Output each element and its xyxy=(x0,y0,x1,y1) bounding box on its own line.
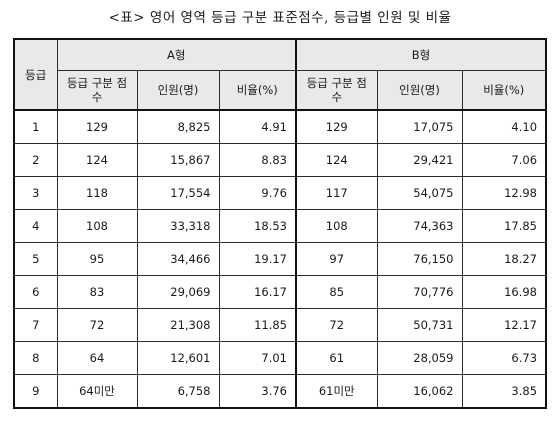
a-count-cell: 6,758 xyxy=(136,374,220,409)
a-ratio-cell: 7.01 xyxy=(218,341,297,375)
a-count-cell: 15,867 xyxy=(136,143,220,177)
a-count-cell: 17,554 xyxy=(136,176,220,210)
b-ratio-cell: 7.06 xyxy=(461,143,547,177)
a-count-cell: 8,825 xyxy=(136,109,220,144)
table-row: 6 83 29,069 16.17 85 70,776 16.98 xyxy=(13,275,547,309)
grade-cell: 1 xyxy=(13,109,58,144)
b-ratio-cell: 3.85 xyxy=(461,374,547,409)
header-a-score: 등급 구분 점수 xyxy=(56,70,138,111)
grade-table: 등급 A형 B형 등급 구분 점수 인원(명) 비율(%) 등급 구분 점수 인… xyxy=(13,38,548,409)
a-score-cell: 72 xyxy=(56,308,138,342)
header-b-score: 등급 구분 점수 xyxy=(295,70,378,111)
b-ratio-cell: 6.73 xyxy=(461,341,547,375)
b-count-cell: 29,421 xyxy=(376,143,463,177)
header-b-ratio: 비율(%) xyxy=(461,70,547,111)
b-count-cell: 70,776 xyxy=(376,275,463,309)
a-ratio-cell: 3.76 xyxy=(218,374,297,409)
header-grade: 등급 xyxy=(13,38,58,111)
a-score-cell: 83 xyxy=(56,275,138,309)
b-score-cell: 117 xyxy=(295,176,378,210)
a-ratio-cell: 19.17 xyxy=(218,242,297,276)
a-count-cell: 34,466 xyxy=(136,242,220,276)
a-ratio-cell: 16.17 xyxy=(218,275,297,309)
a-score-cell: 64미만 xyxy=(56,374,138,409)
table-row: 8 64 12,601 7.01 61 28,059 6.73 xyxy=(13,341,547,375)
table-title: <표> 영어 영역 등급 구분 표준점수, 등급별 인원 및 비율 xyxy=(108,10,452,26)
header-type-b: B형 xyxy=(294,38,547,71)
table-row: 1 129 8,825 4.91 129 17,075 4.10 xyxy=(13,109,547,144)
b-score-cell: 97 xyxy=(295,242,378,276)
grade-cell: 8 xyxy=(13,341,58,375)
b-count-cell: 74,363 xyxy=(376,209,463,243)
table-row: 4 108 33,318 18.53 108 74,363 17.85 xyxy=(13,209,547,243)
b-count-cell: 28,059 xyxy=(376,341,463,375)
header-type-a: A형 xyxy=(56,38,297,71)
a-ratio-cell: 8.83 xyxy=(218,143,297,177)
header-b-count: 인원(명) xyxy=(376,70,463,111)
header-a-count: 인원(명) xyxy=(136,70,220,111)
b-count-cell: 17,075 xyxy=(376,109,463,144)
table-row: 2 124 15,867 8.83 124 29,421 7.06 xyxy=(13,143,547,177)
b-score-cell: 85 xyxy=(295,275,378,309)
a-ratio-cell: 18.53 xyxy=(218,209,297,243)
grade-cell: 7 xyxy=(13,308,58,342)
grade-cell: 5 xyxy=(13,242,58,276)
table-row: 7 72 21,308 11.85 72 50,731 12.17 xyxy=(13,308,547,342)
a-count-cell: 12,601 xyxy=(136,341,220,375)
header-a-ratio: 비율(%) xyxy=(218,70,297,111)
a-count-cell: 33,318 xyxy=(136,209,220,243)
grade-cell: 9 xyxy=(13,374,58,409)
a-score-cell: 129 xyxy=(56,109,138,144)
b-count-cell: 54,075 xyxy=(376,176,463,210)
grade-cell: 6 xyxy=(13,275,58,309)
a-score-cell: 108 xyxy=(56,209,138,243)
b-score-cell: 129 xyxy=(295,109,378,144)
table-row: 5 95 34,466 19.17 97 76,150 18.27 xyxy=(13,242,547,276)
a-ratio-cell: 4.91 xyxy=(218,109,297,144)
b-count-cell: 50,731 xyxy=(376,308,463,342)
b-ratio-cell: 17.85 xyxy=(461,209,547,243)
b-ratio-cell: 12.17 xyxy=(461,308,547,342)
b-score-cell: 61 xyxy=(295,341,378,375)
table-row: 9 64미만 6,758 3.76 61미만 16,062 3.85 xyxy=(13,374,547,409)
a-ratio-cell: 11.85 xyxy=(218,308,297,342)
b-ratio-cell: 18.27 xyxy=(461,242,547,276)
table-row: 3 118 17,554 9.76 117 54,075 12.98 xyxy=(13,176,547,210)
table-header: 등급 A형 B형 등급 구분 점수 인원(명) 비율(%) 등급 구분 점수 인… xyxy=(13,38,547,111)
a-score-cell: 124 xyxy=(56,143,138,177)
a-score-cell: 118 xyxy=(56,176,138,210)
b-ratio-cell: 12.98 xyxy=(461,176,547,210)
a-ratio-cell: 9.76 xyxy=(218,176,297,210)
b-score-cell: 61미만 xyxy=(295,374,378,409)
a-score-cell: 64 xyxy=(56,341,138,375)
b-score-cell: 108 xyxy=(295,209,378,243)
grade-cell: 2 xyxy=(13,143,58,177)
a-score-cell: 95 xyxy=(56,242,138,276)
table-body: 1 129 8,825 4.91 129 17,075 4.10 2 124 15,867 8.83… xyxy=(13,109,547,409)
grade-cell: 3 xyxy=(13,176,58,210)
grade-cell: 4 xyxy=(13,209,58,243)
b-count-cell: 16,062 xyxy=(376,374,463,409)
b-ratio-cell: 4.10 xyxy=(461,109,547,144)
b-score-cell: 72 xyxy=(295,308,378,342)
a-count-cell: 21,308 xyxy=(136,308,220,342)
b-score-cell: 124 xyxy=(295,143,378,177)
a-count-cell: 29,069 xyxy=(136,275,220,309)
b-ratio-cell: 16.98 xyxy=(461,275,547,309)
b-count-cell: 76,150 xyxy=(376,242,463,276)
